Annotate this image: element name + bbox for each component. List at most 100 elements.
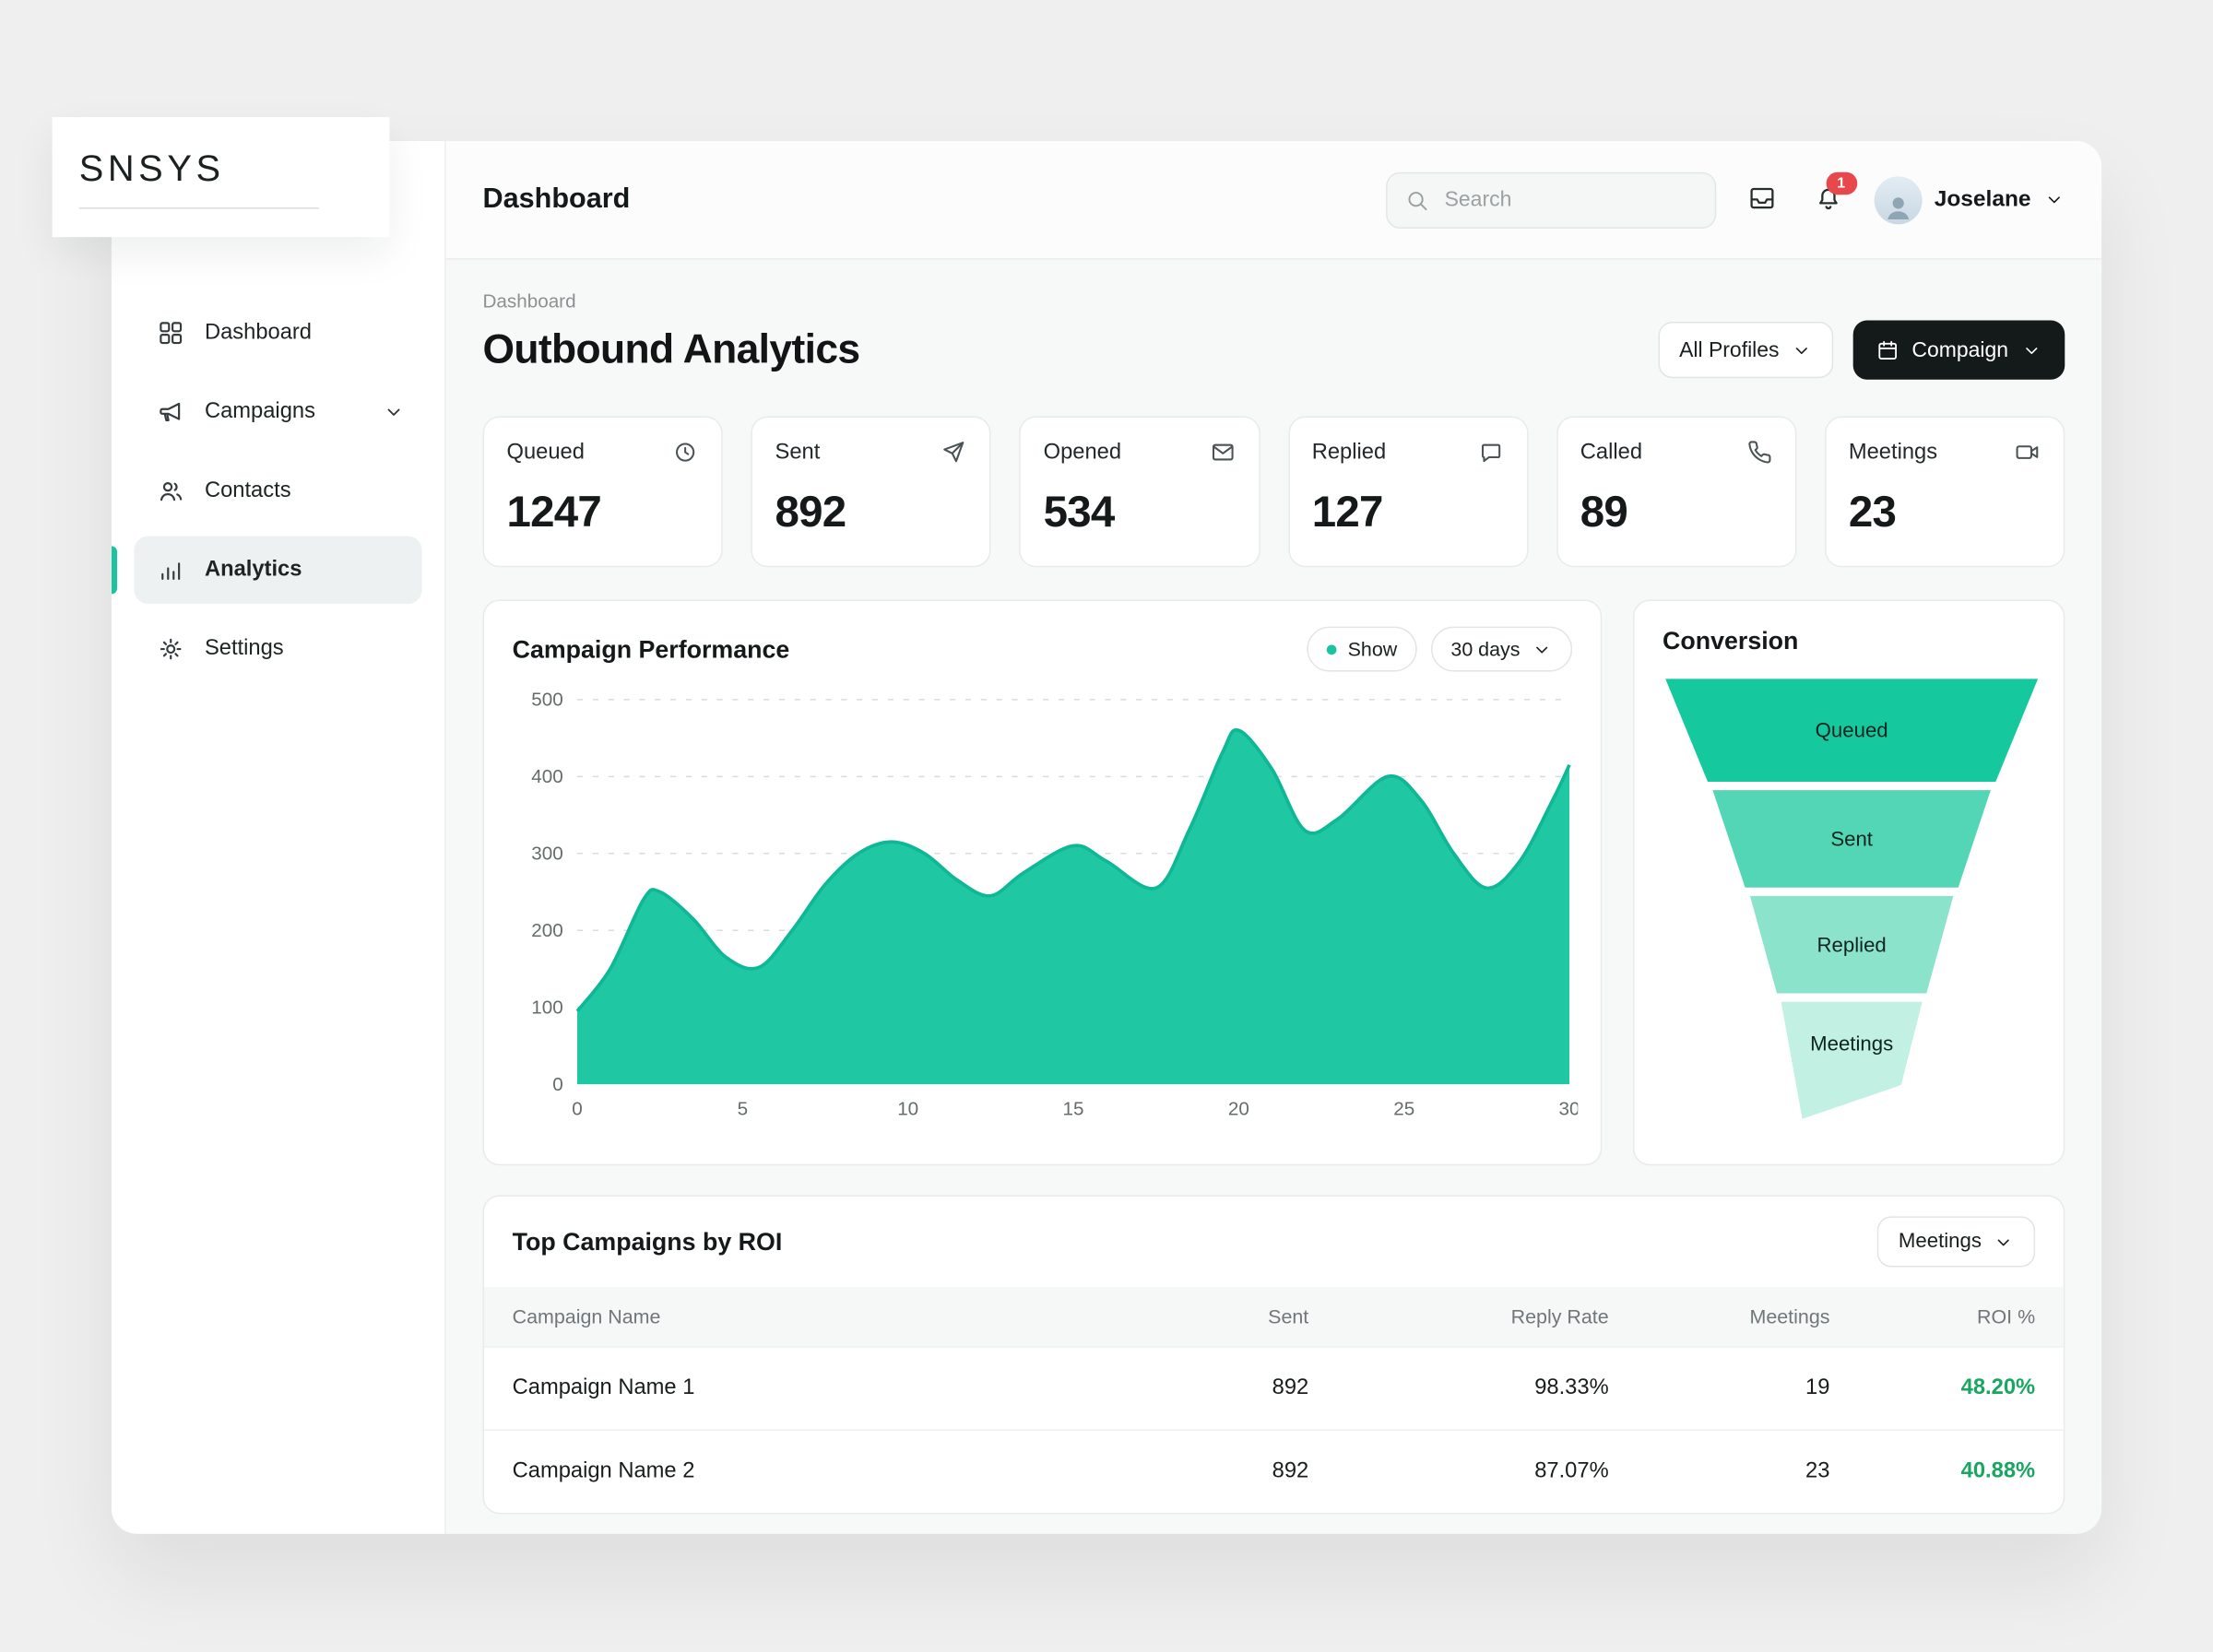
campaign-performance-card: Campaign Performance Show 30 days [482,599,1603,1166]
stat-card-header: Queued [506,439,698,466]
stat-value: 534 [1043,487,1116,537]
sidebar-item-campaigns[interactable]: Campaigns [134,378,421,445]
megaphone-icon [157,398,185,427]
cell-sent: 892 [1131,1429,1337,1513]
bar-chart-icon [157,556,185,584]
cell-reply_rate: 98.33% [1336,1346,1638,1431]
bell-icon [1813,183,1842,212]
cell-reply_rate: 87.07% [1336,1429,1638,1513]
legend-show-toggle[interactable]: Show [1307,626,1417,672]
stat-card-header: Called [1580,439,1772,466]
stat-card-queued: Queued 1247 [482,416,723,568]
stats-row: Queued 1247 Sent 892 Opened 534 Replied 127 Call… [482,416,2065,568]
cell-name: Campaign Name 1 [483,1346,1132,1431]
stat-card-meetings: Meetings 23 [1824,416,2065,568]
stat-card-header: Opened [1044,439,1236,466]
chevron-down-icon [1791,339,1812,360]
content: Dashboard Outbound Analytics All Profile… [446,260,2101,1534]
search-input[interactable] [1441,186,1698,214]
table-body: Campaign Name 1 892 98.33% 19 48.20% Campaign… [483,1346,2064,1513]
table-header-row: Campaign Name Sent Reply Rate Meetings ROI % [483,1286,2064,1347]
table-filter-label: Meetings [1898,1230,1982,1254]
stat-value: 892 [775,487,847,537]
svg-text:20: 20 [1228,1098,1249,1119]
svg-text:10: 10 [897,1098,918,1119]
sidebar: Dashboard Campaigns Contacts Analytics Setti… [111,141,446,1534]
campaign-button[interactable]: Compaign [1852,320,2065,380]
column-header-reply-rate: Reply Rate [1336,1286,1638,1347]
svg-text:25: 25 [1393,1098,1414,1119]
sidebar-item-contacts[interactable]: Contacts [134,457,421,525]
column-header-campaign-name: Campaign Name [483,1286,1132,1347]
search-box[interactable] [1385,171,1716,229]
conversion-card: Conversion Queued Sent Replied Meetings [1632,599,2065,1166]
cell-meetings: 19 [1637,1346,1859,1431]
inbox-icon [1746,183,1776,212]
cell-meetings: 23 [1637,1429,1859,1513]
cell-roi: 40.88% [1858,1429,2064,1513]
svg-text:15: 15 [1063,1098,1084,1119]
svg-text:400: 400 [531,766,562,787]
stat-value: 127 [1311,487,1384,537]
video-icon [2014,439,2041,466]
table-row: Campaign Name 2 892 87.07% 23 40.88% [483,1429,2064,1513]
sidebar-item-label: Settings [204,636,284,661]
person-icon [1881,190,1915,224]
range-dropdown[interactable]: 30 days [1430,626,1573,672]
chevron-down-icon [2043,189,2065,210]
performance-title: Campaign Performance [512,634,790,663]
sidebar-item-analytics[interactable]: Analytics [111,536,422,605]
sidebar-item-label: Contacts [204,478,291,502]
topbar-title: Dashboard [482,183,631,215]
campaign-button-label: Compaign [1911,337,2009,362]
breadcrumb: Dashboard [482,290,576,313]
chevron-down-icon [383,401,405,423]
chevron-down-icon [2021,339,2042,360]
svg-text:300: 300 [531,844,562,865]
sidebar-item-dashboard[interactable]: Dashboard [134,299,421,366]
send-icon [941,439,967,466]
stat-card-header: Sent [775,439,967,466]
sidebar-item-label: Campaigns [204,399,315,424]
mail-icon [1209,439,1236,466]
clock-icon [672,439,699,466]
table-row: Campaign Name 1 892 98.33% 19 48.20% [483,1346,2064,1431]
cell-name: Campaign Name 2 [483,1429,1132,1513]
svg-text:5: 5 [738,1098,748,1119]
svg-text:0: 0 [572,1098,582,1119]
conversion-title: Conversion [1663,626,1799,655]
svg-text:Sent: Sent [1830,828,1873,851]
grid-icon [157,319,185,348]
notifications-button[interactable]: 1 [1807,171,1857,222]
sidebar-nav: Dashboard Campaigns Contacts Analytics Setti… [111,299,444,682]
column-header-sent: Sent [1131,1286,1337,1347]
cell-sent: 892 [1131,1346,1337,1431]
sidebar-item-label: Analytics [204,557,302,582]
brand-logo-panel: SNSYS [52,117,390,238]
stat-card-called: Called 89 [1556,416,1797,568]
chevron-down-icon [1532,639,1553,660]
main-area: Dashboard 1 [445,141,2102,1534]
stat-value: 1247 [506,487,601,537]
legend-label: Show [1347,637,1398,661]
inbox-button[interactable] [1741,177,1781,222]
stat-value: 23 [1848,487,1897,537]
performance-area-chart: 0 100 200 300 400 500 0 5 10 15 20 25 30 [531,690,1578,1120]
user-menu[interactable]: Joselane [1873,175,2065,224]
page-title: Outbound Analytics [482,326,860,372]
stat-value: 89 [1580,487,1628,537]
stat-label: Sent [775,439,821,464]
phone-icon [1746,439,1772,466]
stat-label: Replied [1311,439,1387,464]
all-profiles-dropdown[interactable]: All Profiles [1658,321,1833,379]
notification-badge: 1 [1825,171,1857,195]
svg-text:200: 200 [531,920,562,941]
search-icon [1403,187,1429,213]
avatar [1873,175,1922,224]
stat-card-header: Meetings [1849,439,2041,466]
app-window: Dashboard Campaigns Contacts Analytics Setti… [111,141,2102,1534]
stat-label: Meetings [1848,439,1938,464]
sidebar-item-settings[interactable]: Settings [134,615,421,682]
table-filter-dropdown[interactable]: Meetings [1876,1216,2036,1268]
